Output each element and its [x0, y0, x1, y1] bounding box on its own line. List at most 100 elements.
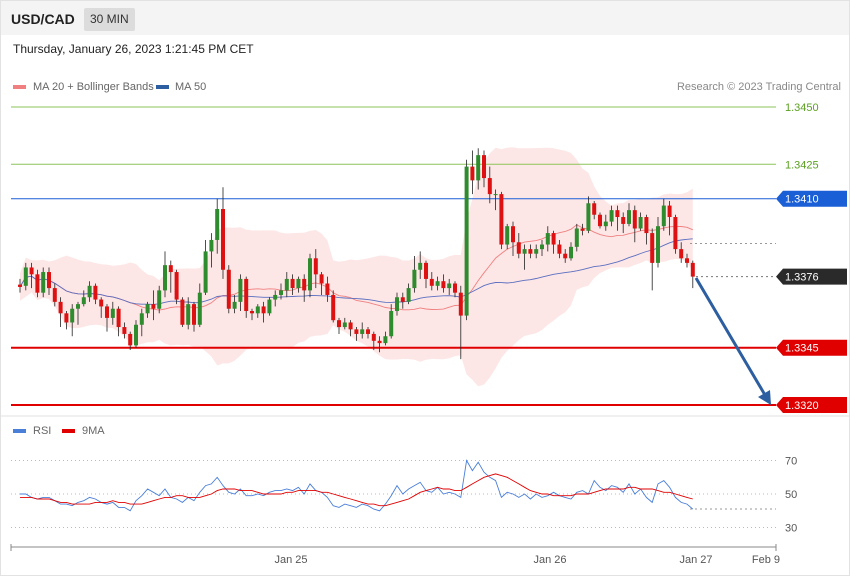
candle — [296, 276, 301, 293]
candle — [482, 150, 486, 188]
candle — [284, 272, 289, 298]
timeframe-badge[interactable]: 30 MIN — [84, 8, 135, 31]
candle-body — [447, 283, 452, 289]
candle — [157, 285, 162, 314]
candle-body — [52, 288, 57, 302]
candle-body — [70, 308, 75, 323]
candle — [41, 267, 46, 298]
candle-body — [238, 278, 243, 302]
rsi-swatch — [13, 429, 26, 433]
moving-averages — [19, 224, 693, 311]
candle — [528, 244, 533, 259]
candle — [122, 322, 127, 339]
candle-body — [348, 322, 353, 330]
candle — [551, 230, 556, 254]
candle — [400, 292, 405, 309]
candle-body — [261, 306, 266, 314]
candle — [563, 249, 568, 263]
candle — [383, 331, 388, 346]
candle — [453, 281, 457, 298]
candle-body — [470, 166, 475, 181]
candle-body — [580, 228, 585, 231]
candle-body — [139, 313, 144, 325]
candle — [29, 262, 34, 289]
candle — [574, 223, 579, 252]
candle-body — [528, 249, 533, 254]
horizontal-levels — [11, 106, 776, 406]
candle-body — [563, 253, 568, 259]
candlesticks — [18, 148, 695, 360]
candle-body — [592, 203, 597, 215]
candle-body — [673, 217, 678, 250]
symbol-title: USD/CAD — [11, 11, 75, 27]
candle-body — [186, 304, 191, 325]
candle-body — [290, 278, 295, 289]
timestamp: Thursday, January 26, 2023 1:21:45 PM CE… — [13, 42, 254, 56]
candle — [134, 320, 138, 348]
candle — [673, 214, 678, 254]
level-label: 1.3320 — [785, 400, 819, 412]
candle-body — [458, 292, 463, 316]
rsi-ma-swatch — [62, 429, 75, 433]
candle — [174, 269, 179, 305]
candle-body — [603, 221, 608, 227]
candle-body — [99, 299, 104, 307]
rsi-level-label: 30 — [785, 523, 797, 535]
candle — [81, 290, 86, 307]
level-label: 1.3410 — [785, 194, 819, 206]
candle — [429, 272, 434, 291]
candle-body — [482, 155, 486, 179]
candle — [586, 196, 591, 234]
candle — [366, 327, 370, 339]
candle — [180, 297, 185, 328]
level-label: 1.3425 — [785, 159, 819, 171]
candle — [598, 212, 602, 229]
candle — [377, 336, 382, 353]
candle — [255, 304, 260, 318]
candle — [650, 228, 655, 291]
candle — [487, 166, 492, 204]
credit-text: Research © 2023 Trading Central — [677, 81, 841, 93]
candle — [273, 290, 278, 307]
candle — [615, 205, 620, 231]
candle-body — [487, 178, 492, 195]
candle-body — [638, 217, 643, 229]
candle-body — [621, 217, 626, 224]
candle — [464, 159, 469, 321]
candle-body — [163, 265, 167, 291]
candle — [632, 205, 637, 243]
candle-body — [232, 301, 237, 309]
ma50-line — [19, 238, 693, 305]
candle — [139, 308, 144, 337]
candle-body — [400, 297, 405, 302]
candle-body — [435, 281, 440, 286]
candle-body — [551, 233, 556, 245]
candle-body — [116, 308, 121, 328]
candle — [267, 297, 272, 316]
candle — [342, 317, 347, 330]
candle — [47, 267, 51, 295]
candle-body — [110, 308, 115, 318]
candle-body — [337, 320, 341, 328]
candle — [389, 304, 394, 339]
time-axis: Jan 25 Jan 26 Jan 27 Feb 9 — [10, 544, 780, 566]
x-tick-label: Jan 25 — [274, 554, 307, 566]
candle — [569, 242, 573, 261]
candle-body — [534, 249, 539, 254]
candle-body — [453, 283, 457, 293]
candle-body — [656, 226, 660, 263]
candle — [116, 306, 121, 337]
candle-body — [418, 262, 423, 270]
candle-body — [569, 246, 573, 259]
candle-body — [632, 210, 637, 229]
candle — [493, 189, 498, 211]
legend-ma20: MA 20 + Bollinger Bands — [13, 81, 154, 93]
candle — [52, 283, 57, 307]
candle-body — [441, 281, 446, 289]
rsi-ma-line — [20, 473, 693, 507]
candle-body — [667, 205, 672, 218]
candle — [261, 301, 266, 323]
candle — [337, 317, 341, 334]
candle — [447, 278, 452, 295]
candle — [545, 226, 550, 252]
